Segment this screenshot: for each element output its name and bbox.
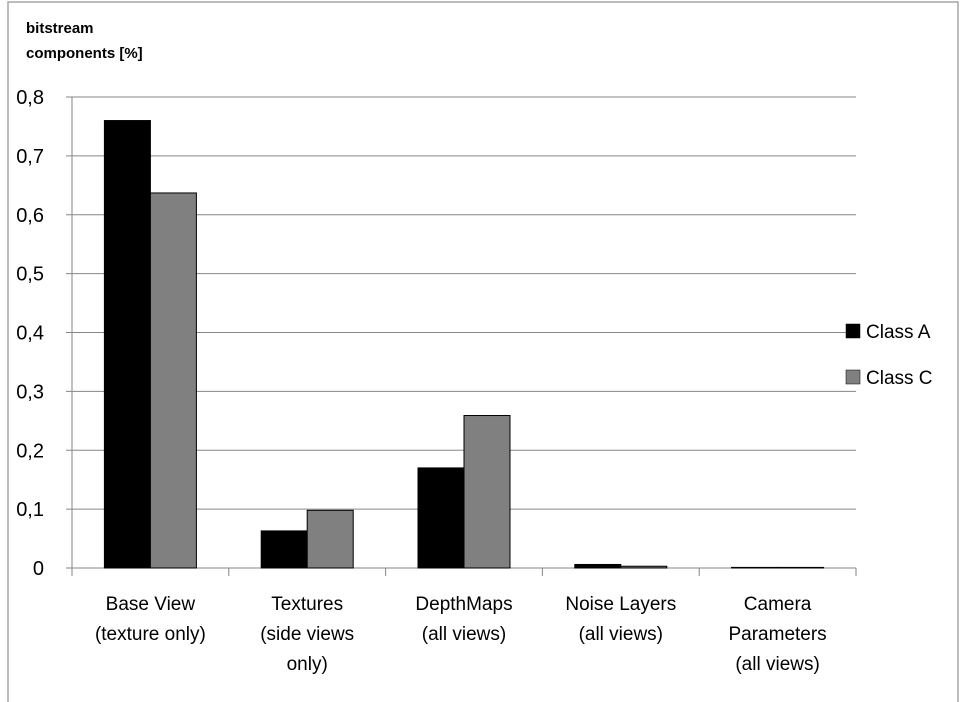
x-tick-label: Camera: [744, 594, 812, 615]
legend-swatch: [845, 323, 861, 339]
y-axis-label: bitstream components [%]: [26, 20, 143, 62]
y-tick-label: 0,1: [16, 499, 44, 521]
y-axis-label-line-1: bitstream: [26, 20, 94, 37]
x-tick-label: Textures: [271, 594, 343, 615]
x-tick-label: Base View: [106, 594, 196, 615]
y-tick-label: 0,8: [16, 87, 44, 109]
legend-label: Class A: [866, 322, 931, 343]
bar-class-a: [574, 563, 622, 569]
bar-class-c: [306, 509, 354, 569]
x-tick-label: (all views): [735, 654, 819, 675]
x-tick-label: (texture only): [95, 624, 206, 645]
bar-class-a: [731, 566, 779, 569]
y-tick-label: 0,6: [16, 205, 44, 227]
y-tick-label: 0,3: [16, 381, 44, 403]
bar-class-a: [417, 467, 465, 569]
legend: Class A Class C: [845, 322, 933, 389]
x-tick-label: only): [287, 654, 328, 675]
bar-class-c: [149, 192, 197, 569]
bar-class-c: [620, 565, 668, 569]
x-tick-label: (all views): [579, 624, 663, 645]
legend-swatch: [845, 369, 861, 385]
bars: [103, 120, 825, 569]
y-axis-label-line-2: components [%]: [26, 45, 143, 62]
x-tick-label: DepthMaps: [415, 594, 512, 615]
x-tick-label: Parameters: [728, 624, 826, 645]
y-tick-labels: 0 0,1 0,2 0,3 0,4 0,5 0,6 0,7 0,8: [16, 87, 44, 580]
x-tick-label: (side views: [260, 624, 354, 645]
bar-class-c: [463, 415, 511, 569]
x-tick-label: Noise Layers: [565, 594, 676, 615]
chart-frame: [7, 1, 959, 702]
y-tick-label: 0: [33, 558, 44, 580]
y-tick-label: 0,2: [16, 440, 44, 462]
x-tick-label: (all views): [422, 624, 506, 645]
y-tick-label: 0,7: [16, 146, 44, 168]
bar-class-c: [777, 566, 825, 569]
x-tick-labels: Base View (texture only) Textures (side vie…: [95, 594, 827, 675]
gridlines: [66, 96, 857, 576]
legend-label: Class C: [866, 368, 933, 389]
y-tick-label: 0,4: [16, 323, 44, 345]
bar-class-a: [103, 120, 151, 569]
bar-class-a: [260, 530, 308, 569]
y-tick-label: 0,5: [16, 264, 44, 286]
